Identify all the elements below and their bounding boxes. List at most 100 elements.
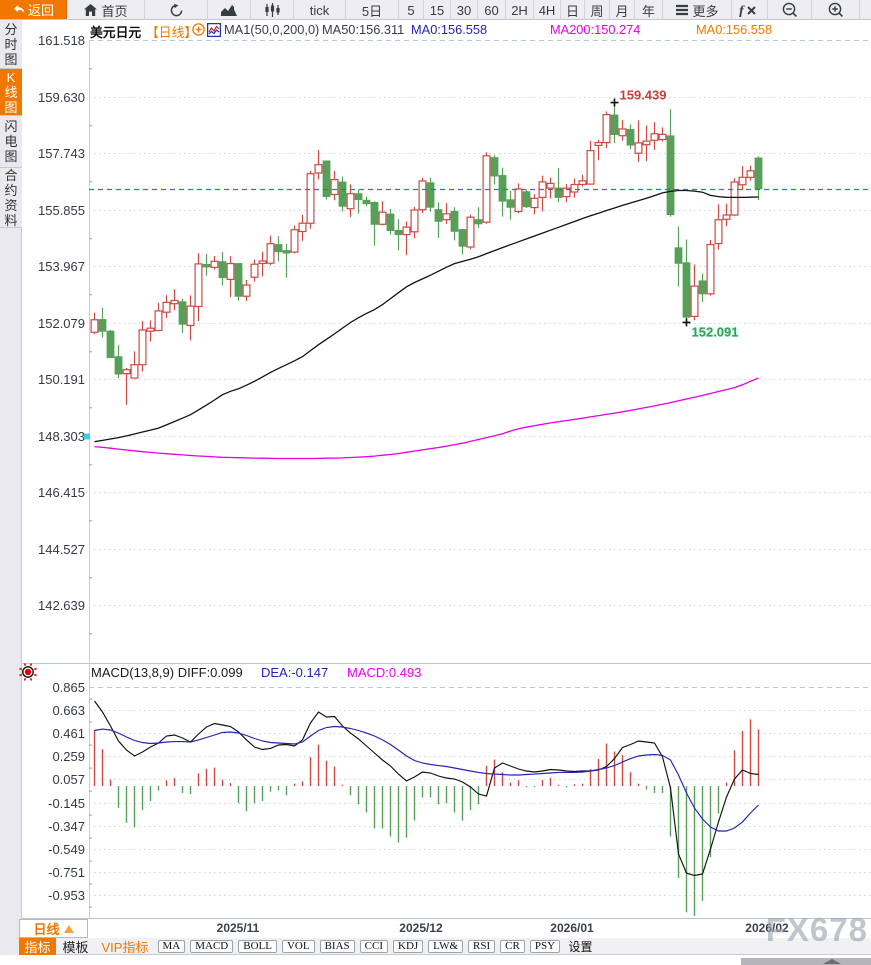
indicator-settings-icon[interactable] xyxy=(19,663,37,681)
candle xyxy=(578,174,587,187)
indicator-button-rsi[interactable]: RSI xyxy=(468,939,496,953)
candle xyxy=(218,252,227,286)
candle xyxy=(690,264,699,321)
candle xyxy=(138,321,147,372)
toolbar-item-more[interactable]: 更多 xyxy=(663,0,732,20)
toolbar-item-month[interactable]: 月 xyxy=(610,0,635,20)
candle xyxy=(730,178,739,217)
candle xyxy=(290,225,299,254)
bottom-tab-zhibiao[interactable]: 指标 xyxy=(19,937,56,955)
toolbar-item-zoom-in[interactable] xyxy=(812,0,860,20)
axis-marker xyxy=(84,433,90,440)
settings-button[interactable]: 设置 xyxy=(568,939,593,954)
toolbar-item-m60[interactable]: 60 xyxy=(478,0,506,20)
date-label: 2026/01 xyxy=(550,921,594,935)
candle xyxy=(418,177,427,214)
indicator-button-boll[interactable]: BOLL xyxy=(238,939,277,953)
toolbar-item-5d[interactable]: 5日 xyxy=(346,0,399,20)
toolbar-item-line-chart[interactable] xyxy=(208,0,251,20)
candle-body xyxy=(618,128,627,137)
indicator-button-bias[interactable]: BIAS xyxy=(319,939,355,953)
price-axis-label: 155.855 xyxy=(38,203,85,218)
indicator-button-ma[interactable]: MA xyxy=(157,939,186,953)
toolbar-item-kline-chart[interactable] xyxy=(251,0,294,20)
candle-body xyxy=(562,187,571,198)
period-selector[interactable]: 日线 xyxy=(19,919,88,938)
toolbar-item-m30[interactable]: 30 xyxy=(451,0,478,20)
candle-body xyxy=(250,263,259,278)
mini-chart-icon[interactable] xyxy=(206,22,222,40)
candle-body xyxy=(354,193,363,201)
toolbar-item-m15[interactable]: 15 xyxy=(424,0,451,20)
indicator-button-kdj[interactable]: KDJ xyxy=(393,939,424,953)
toolbar-item-label: 年 xyxy=(641,3,655,19)
toolbar-item-h4[interactable]: 4H xyxy=(534,0,561,20)
sidebar-tab-shandian[interactable]: 闪电图 xyxy=(0,116,22,168)
candle xyxy=(650,122,659,150)
toolbar-item-zoom-out[interactable] xyxy=(768,0,812,20)
price-axis-label: 152.079 xyxy=(38,316,85,331)
indicator-button-lw[interactable]: LW& xyxy=(428,939,464,953)
candle xyxy=(466,214,475,250)
candle xyxy=(514,183,523,214)
price-axis-label: 148.303 xyxy=(38,429,85,444)
toolbar-item-label: 60 xyxy=(484,2,499,18)
candle-body xyxy=(554,187,563,198)
candle-body xyxy=(730,181,739,216)
candle xyxy=(410,206,419,239)
sidebar-tab-char: 时 xyxy=(4,36,18,52)
sidebar-tab-fenshi[interactable]: 分时图 xyxy=(0,20,22,69)
candle xyxy=(226,256,235,298)
candle-body xyxy=(298,222,307,233)
toolbar-item-fx[interactable]: f xyxy=(732,0,768,20)
candle xyxy=(746,165,755,181)
indicator-button-cr[interactable]: CR xyxy=(500,939,525,953)
candle xyxy=(322,160,331,200)
back-button[interactable]: 返回 xyxy=(0,0,67,19)
add-circle-icon[interactable] xyxy=(192,23,205,39)
bottom-tab-vip[interactable]: VIP指标 xyxy=(101,939,149,955)
candle-body xyxy=(682,262,691,318)
toolbar-item-h2[interactable]: 2H xyxy=(506,0,534,20)
toolbar-item-label: 5日 xyxy=(361,3,383,19)
candle xyxy=(522,189,531,209)
candle xyxy=(554,168,563,203)
candle xyxy=(738,166,747,190)
candle xyxy=(282,243,291,278)
toolbar-item-label: 5 xyxy=(407,2,415,18)
toolbar-item-label: 更多 xyxy=(692,3,719,19)
candle-body xyxy=(466,216,475,248)
candle-body xyxy=(498,175,507,202)
toolbar-item-year[interactable]: 年 xyxy=(635,0,663,20)
candle xyxy=(450,207,459,241)
sidebar-tab-heyue[interactable]: 合约资料 xyxy=(0,168,22,228)
toolbar-item-refresh[interactable] xyxy=(145,0,208,20)
toolbar-item-tick[interactable]: tick xyxy=(294,0,346,20)
candle-body xyxy=(610,114,619,136)
toolbar-item-week[interactable]: 周 xyxy=(585,0,610,20)
candle xyxy=(610,102,619,144)
sun-ray xyxy=(22,666,34,678)
indicator-button-vol[interactable]: VOL xyxy=(281,939,315,953)
candle-body xyxy=(202,264,211,268)
ma0-orange-value: MA0:156.558 xyxy=(696,22,773,37)
sidebar-tab-char: K xyxy=(6,69,16,85)
toolbar-item-home[interactable]: 首页 xyxy=(67,0,145,20)
macd-macd-label: MACD:0.493 xyxy=(347,665,421,680)
indicator-button-macd[interactable]: MACD xyxy=(190,939,234,953)
indicator-button-cci[interactable]: CCI xyxy=(359,939,388,953)
bottom-tab-moban[interactable]: 模板 xyxy=(62,939,89,955)
bottom-scroll-handle[interactable] xyxy=(741,958,871,965)
candle-body xyxy=(242,284,251,297)
toolbar-item-m5[interactable]: 5 xyxy=(399,0,424,20)
candle xyxy=(250,259,259,282)
candle-body xyxy=(442,213,451,221)
candle xyxy=(562,184,571,203)
indicator-button-psy[interactable]: PSY xyxy=(529,939,561,953)
candle xyxy=(266,235,275,266)
toolbar-item-day[interactable]: 日 xyxy=(561,0,585,20)
toolbar-item-label: 首页 xyxy=(101,3,128,19)
price-axis-label: 153.967 xyxy=(38,259,85,274)
